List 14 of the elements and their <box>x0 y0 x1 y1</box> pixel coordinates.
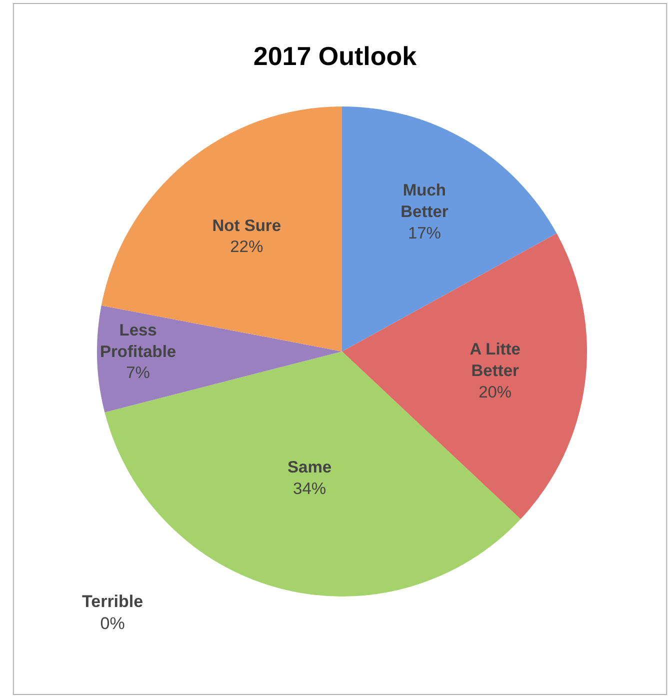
slice-label: Not Sure <box>212 216 282 235</box>
slice-label: Less Profitable <box>100 321 176 361</box>
chart-title: 2017 Outlook <box>253 40 418 71</box>
slice-label: A Litte Better <box>470 340 520 380</box>
category-label: Terrible <box>82 592 144 611</box>
pie-slice <box>97 306 342 412</box>
data-label: 20% <box>478 384 512 402</box>
slice-label: Same <box>288 458 332 477</box>
data-label: 34% <box>293 480 326 498</box>
data-label: 17% <box>408 224 442 242</box>
data-label: 7% <box>126 364 150 382</box>
text: 0% <box>100 614 125 634</box>
data-label: 22% <box>230 238 264 256</box>
slice-label: Much Better <box>400 182 449 222</box>
